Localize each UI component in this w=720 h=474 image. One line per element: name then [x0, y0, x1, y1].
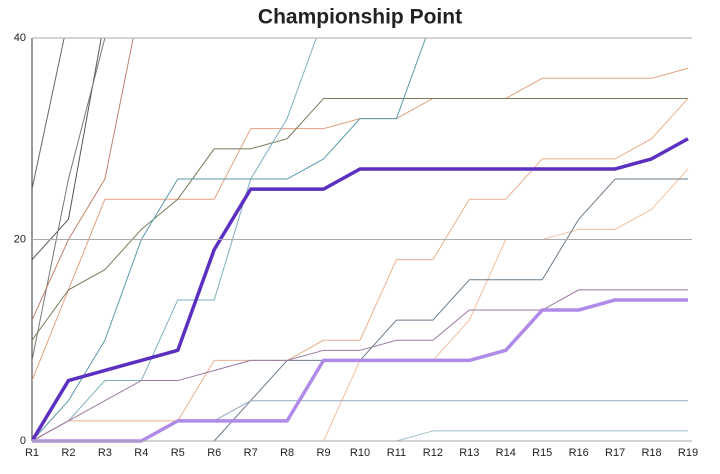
series-line: [32, 137, 689, 442]
x-tick-label: R8: [280, 447, 294, 459]
series-line: [32, 67, 689, 381]
x-tick-label: R18: [641, 447, 661, 459]
x-tick-label: R5: [171, 447, 185, 459]
series-line: [32, 298, 688, 443]
x-tick-label: R4: [134, 447, 148, 459]
series-line: [32, 38, 65, 190]
plot-area: [32, 38, 689, 443]
series-line: [32, 168, 689, 442]
series-line: [32, 38, 317, 442]
series-line: [32, 38, 106, 361]
x-tick-label: R11: [387, 447, 406, 459]
chart-title: Championship Point: [258, 6, 462, 29]
y-tick-label: 0: [20, 435, 26, 447]
x-tick-label: R16: [569, 447, 589, 459]
series-line: [32, 178, 688, 442]
x-tick-label: R12: [423, 447, 443, 459]
series-line: [32, 289, 688, 442]
x-tick-label: R1: [25, 447, 39, 459]
x-tick-label: R6: [207, 447, 221, 459]
x-tick-label: R13: [459, 447, 479, 459]
series-line: [32, 97, 688, 341]
y-tick-label: 40: [14, 32, 26, 44]
x-tick-label: R2: [61, 447, 75, 459]
series-line: [32, 38, 427, 442]
y-tick-label: 20: [14, 233, 26, 245]
x-tick-label: R17: [605, 447, 625, 459]
series-line: [32, 98, 689, 442]
x-tick-label: R10: [350, 447, 370, 459]
x-tick-label: R15: [532, 447, 552, 459]
x-tick-label: R7: [244, 447, 258, 459]
series-line: [32, 38, 134, 321]
x-tick-label: R3: [98, 447, 112, 459]
x-tick-label: R9: [317, 447, 331, 459]
x-tick-label: R19: [678, 447, 698, 459]
x-tick-label: R14: [496, 447, 516, 459]
